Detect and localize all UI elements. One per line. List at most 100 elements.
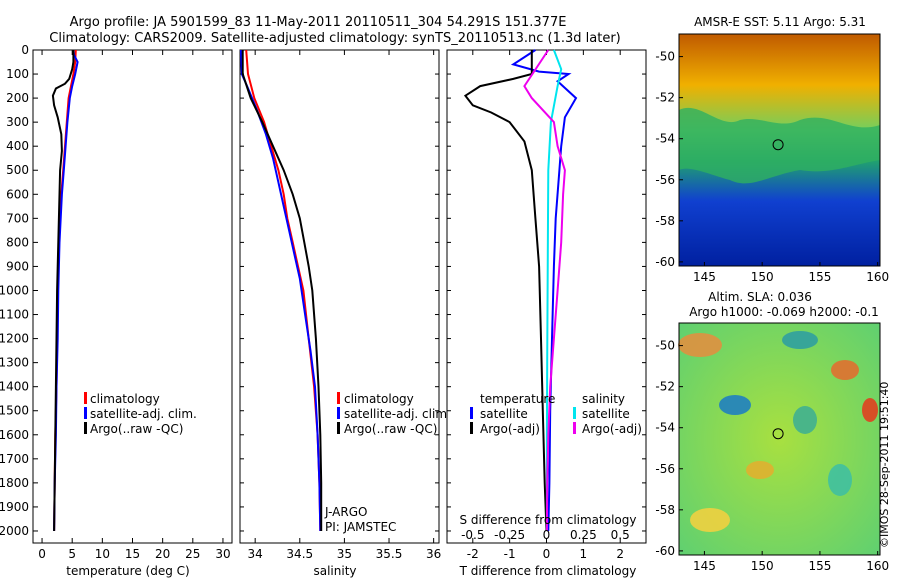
map-y-tick-label: -50 <box>655 50 675 64</box>
sla-eddy <box>862 398 878 422</box>
map-y-tick-label: -54 <box>655 132 675 146</box>
y-tick-label: 1300 <box>0 356 29 370</box>
legend-label-temp-satellite: satellite <box>480 407 528 421</box>
sla-eddy <box>828 464 852 496</box>
series-line-temperature-argo-adj- <box>463 50 548 532</box>
x-tick-label: 36 <box>426 547 441 561</box>
s-tick-label: -0.25 <box>494 528 525 542</box>
sst-front-band <box>679 107 880 184</box>
sla-map-subtitle: Argo h1000: -0.069 h2000: -0.1 <box>689 305 879 319</box>
series-line-argo-raw-qc- <box>51 50 75 532</box>
series-line-salinity-satellite <box>545 49 563 531</box>
series-line-salinity-argo-adj- <box>523 49 566 532</box>
s-difference-label: S difference from climatology <box>460 513 637 527</box>
sla-eddy <box>746 461 774 479</box>
x-tick-label: 20 <box>155 547 170 561</box>
y-tick-label: 1200 <box>0 332 29 346</box>
sst-map-axes: 145 150 155 160 -50 -52 -54 -56 -58 -60 <box>655 33 889 284</box>
x-tick-label: 34 <box>248 547 263 561</box>
sla-argo-marker <box>772 428 784 440</box>
legend-label-argo: Argo(..raw -QC) <box>90 422 183 436</box>
x-tick-label: 34.5 <box>286 547 313 561</box>
legend-swatch-argo <box>337 422 340 434</box>
sst-map-title: AMSR-E SST: 5.11 Argo: 5.31 <box>694 15 866 29</box>
sla-map: Altim. SLA: 0.036 Argo h1000: -0.069 h20… <box>655 290 889 573</box>
y-tick-label: 700 <box>6 211 29 225</box>
s-difference-tick-labels: -0.5 -0.25 0 0.25 0.5 <box>461 528 630 542</box>
y-tick-label: 1100 <box>0 308 29 322</box>
difference-panel: -2 -1 0 1 2 S difference from climatology -0… <box>446 49 647 578</box>
legend-swatch-sal-satellite <box>573 407 576 419</box>
map-y-tick-label: -54 <box>655 421 675 435</box>
difference-legend: temperature satellite Argo(-adj) salinit… <box>470 392 642 436</box>
y-tick-label: 1400 <box>0 380 29 394</box>
x-tick-label: 1 <box>580 547 588 561</box>
salinity-plot-frame <box>239 49 440 544</box>
map-y-tick-label: -52 <box>655 380 675 394</box>
x-tick-label: 5 <box>68 547 76 561</box>
temperature-plot-frame <box>32 49 233 544</box>
map-y-tick-label: -60 <box>655 544 675 558</box>
t-difference-xlabel: T difference from climatology <box>459 564 637 578</box>
header-line1: Argo profile: JA 5901599_83 11-May-2011 … <box>70 15 567 30</box>
y-tick-label: 1500 <box>0 404 29 418</box>
legend-temperature-title: temperature <box>480 392 555 406</box>
x-tick-label: 0 <box>38 547 46 561</box>
temperature-legend: climatology satellite-adj. clim. Argo(..… <box>84 392 197 436</box>
legend-swatch-temp-argo <box>470 422 473 434</box>
y-tick-label: 200 <box>6 91 29 105</box>
s-tick-label: 0.5 <box>611 528 630 542</box>
sla-eddy <box>782 331 818 349</box>
map-y-tick-label: -56 <box>655 462 675 476</box>
y-tick-label: 800 <box>6 235 29 249</box>
map-y-tick-label: -56 <box>655 173 675 187</box>
s-tick-label: 0.25 <box>570 528 597 542</box>
difference-lines <box>463 49 578 532</box>
y-tick-label: 100 <box>6 67 29 81</box>
x-tick-label: 30 <box>215 547 230 561</box>
x-tick-label: 25 <box>185 547 200 561</box>
annotation-pi: PI: JAMSTEC <box>325 520 396 534</box>
legend-label-temp-argo: Argo(-adj) <box>480 422 540 436</box>
map-y-tick-label: -60 <box>655 255 675 269</box>
map-x-tick-label: 145 <box>693 559 716 573</box>
s-tick-label: 0 <box>543 528 551 542</box>
salinity-lines <box>239 49 323 532</box>
map-x-tick-label: 160 <box>866 270 889 284</box>
series-line-argo-raw-qc- <box>241 50 323 531</box>
y-tick-label: 600 <box>6 187 29 201</box>
depth-axis: 0 100 200 300 400 500 600 700 800 900 1000 1100 1200… <box>0 43 38 538</box>
map-x-tick-label: 155 <box>808 270 831 284</box>
legend-label-sal-argo: Argo(-adj) <box>582 422 642 436</box>
s-tick-label: -0.5 <box>461 528 484 542</box>
sst-argo-marker <box>772 139 784 151</box>
x-tick-label: -1 <box>504 547 516 561</box>
y-tick-label: 1600 <box>0 428 29 442</box>
sla-eddy <box>719 395 751 415</box>
legend-swatch-climatology <box>84 392 87 404</box>
legend-label-satellite: satellite-adj. clim. <box>344 407 451 421</box>
legend-swatch-sal-argo <box>573 422 576 434</box>
credit-text: ©IMOS 28-Sep-2011 19:51:40 <box>878 382 891 548</box>
y-tick-label: 1700 <box>0 452 29 466</box>
legend-swatch-satellite <box>337 407 340 419</box>
map-y-tick-label: -58 <box>655 503 675 517</box>
legend-swatch-temp-satellite <box>470 407 473 419</box>
legend-swatch-climatology <box>337 392 340 404</box>
sst-map: AMSR-E SST: 5.11 Argo: 5.31 145 150 155 160… <box>655 15 889 284</box>
y-tick-label: 400 <box>6 139 29 153</box>
temperature-axis: 0 5 10 15 20 25 30 <box>38 50 231 561</box>
salinity-legend: climatology satellite-adj. clim. Argo(..… <box>337 392 451 436</box>
map-x-tick-label: 160 <box>866 559 889 573</box>
map-frame <box>678 33 881 267</box>
temperature-panel: 0100200300400500600700800900100011001200… <box>0 43 233 578</box>
map-x-tick-label: 145 <box>693 270 716 284</box>
legend-salinity-title: salinity <box>582 392 625 406</box>
sla-map-title: Altim. SLA: 0.036 <box>708 290 812 304</box>
sla-map-axes: 145 150 155 160 -50 -52 -54 -56 -58 -60 <box>655 322 889 573</box>
x-tick-label: 2 <box>616 547 624 561</box>
temperature-xlabel: temperature (deg C) <box>66 564 189 578</box>
y-tick-label: 500 <box>6 163 29 177</box>
map-x-tick-label: 150 <box>751 270 774 284</box>
